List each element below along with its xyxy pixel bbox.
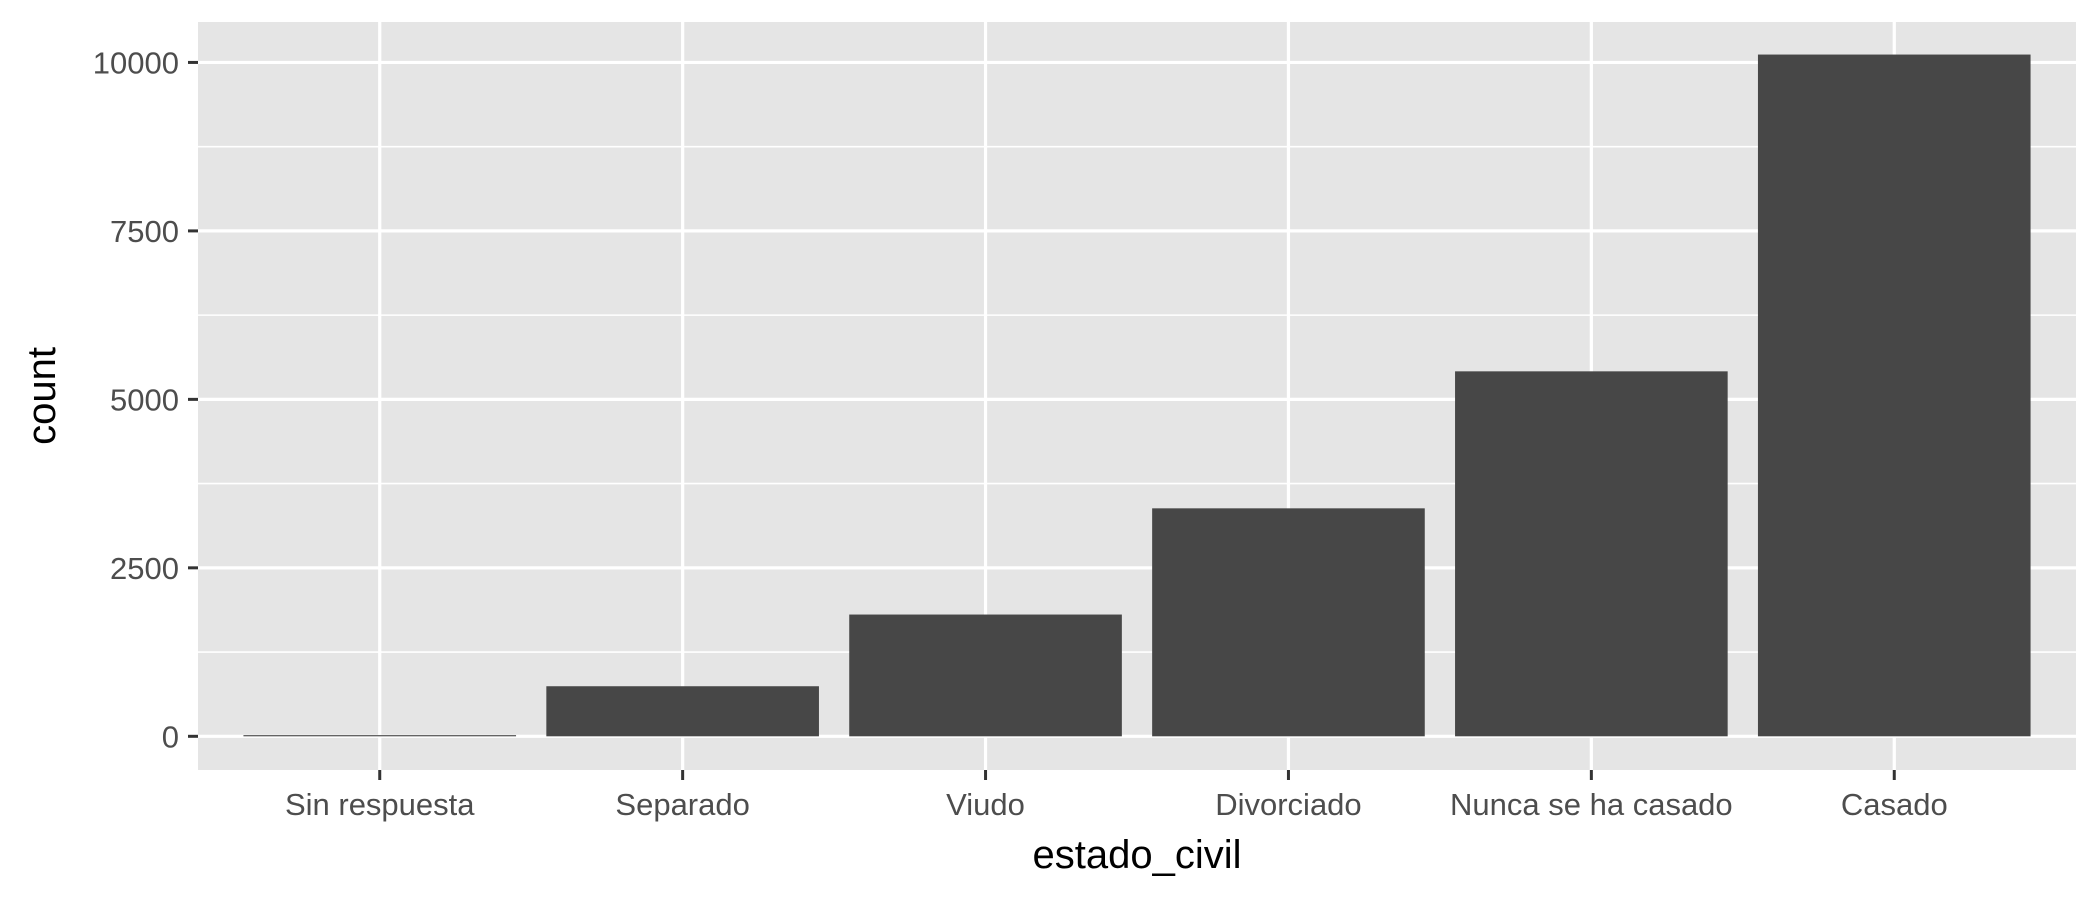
x-tick-label: Divorciado xyxy=(1215,787,1361,822)
bar xyxy=(1455,371,1728,737)
bar xyxy=(1757,54,2031,737)
y-axis: 0 2500 5000 7500 10000 xyxy=(93,45,198,754)
x-tick-label: Casado xyxy=(1841,787,1948,822)
y-tick-label: 0 xyxy=(162,719,179,754)
bar xyxy=(1152,508,1425,737)
bar xyxy=(546,686,819,737)
x-axis-title: estado_civil xyxy=(1032,833,1241,877)
bar xyxy=(849,614,1122,737)
y-tick-label: 7500 xyxy=(110,214,179,249)
bars xyxy=(243,54,2031,737)
y-axis-title: count xyxy=(20,347,64,445)
x-tick-label: Nunca se ha casado xyxy=(1450,787,1733,822)
x-tick-label: Sin respuesta xyxy=(285,787,475,822)
x-tick-label: Separado xyxy=(615,787,749,822)
x-tick-label: Viudo xyxy=(946,787,1025,822)
y-tick-label: 2500 xyxy=(110,551,179,586)
y-tick-label: 10000 xyxy=(93,45,179,80)
y-tick-label: 5000 xyxy=(110,382,179,417)
x-axis: Sin respuesta Separado Viudo Divorciado Nunc… xyxy=(285,770,1948,822)
bar xyxy=(243,735,517,737)
